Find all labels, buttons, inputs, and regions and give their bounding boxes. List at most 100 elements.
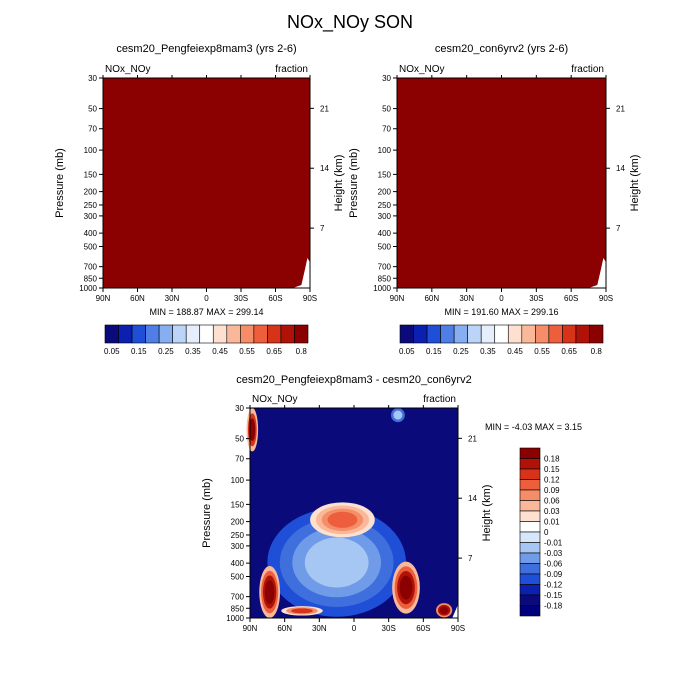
min-max-text: MIN = -4.03 MAX = 3.15 [485, 422, 582, 432]
x-tick-label: 90S [599, 294, 613, 303]
colorbar-box [145, 324, 160, 344]
colorbar-box [494, 324, 509, 344]
colorbar-label: -0.03 [544, 549, 563, 558]
colorbar-box [575, 324, 590, 344]
colorbar-box [519, 563, 541, 575]
y-tick-label: 850 [84, 274, 98, 283]
colorbar-box [519, 510, 541, 522]
height-tick-label: 7 [320, 224, 325, 233]
units-label: fraction [423, 394, 456, 405]
colorbar-box [426, 324, 441, 344]
colorbar-box [172, 324, 187, 344]
x-tick-label: 90N [243, 624, 258, 633]
y-tick-label: 500 [231, 572, 245, 581]
y-tick-label: 400 [84, 229, 98, 238]
colorbar-box [519, 573, 541, 585]
y-tick-label: 100 [231, 476, 245, 485]
x-tick-label: 60N [424, 294, 439, 303]
x-tick-label: 60S [564, 294, 578, 303]
right-axis-label: Height (km) [629, 155, 641, 212]
x-tick-label: 30N [459, 294, 474, 303]
y-tick-label: 100 [84, 146, 98, 155]
colorbar-label: 0.55 [534, 347, 550, 356]
colorbar-label: 0.55 [239, 347, 255, 356]
colorbar-box [519, 489, 541, 501]
colorbar-box [240, 324, 255, 344]
field-fill [103, 78, 310, 288]
y-tick-label: 1000 [373, 284, 391, 293]
weak-negative-region [304, 537, 369, 588]
colorbar-label: -0.15 [544, 591, 563, 600]
right-axis-label: Height (km) [481, 485, 493, 542]
x-tick-label: 60N [130, 294, 145, 303]
colorbar-box [480, 324, 496, 344]
height-tick-label: 21 [616, 104, 625, 113]
y-tick-label: 850 [231, 604, 245, 613]
x-tick-label: 90S [303, 294, 317, 303]
colorbar-label: -0.09 [544, 570, 563, 579]
y-axis-label: Pressure (mb) [201, 478, 213, 548]
colorbar-box [118, 324, 133, 344]
x-tick-label: 30S [529, 294, 543, 303]
colorbar-label: -0.06 [544, 560, 563, 569]
colorbar-box [158, 324, 173, 344]
y-tick-label: 400 [378, 229, 392, 238]
y-tick-label: 200 [378, 188, 392, 197]
colorbar-box [267, 324, 282, 344]
colorbar-box [519, 468, 541, 480]
colorbar-box [519, 531, 541, 543]
colorbar-box [519, 447, 541, 459]
y-tick-label: 50 [88, 105, 97, 114]
y-tick-label: 500 [84, 242, 98, 251]
colorbar-box [519, 584, 541, 596]
units-label: fraction [275, 64, 308, 75]
y-tick-label: 100 [378, 146, 392, 155]
y-tick-label: 700 [378, 263, 392, 272]
colorbar-label: 0.03 [544, 507, 560, 516]
colorbar-label: 0.8 [296, 347, 308, 356]
height-tick-label: 21 [468, 434, 477, 443]
colorbar-box [185, 324, 201, 344]
y-tick-label: 70 [88, 125, 97, 134]
colorbar-box [104, 324, 119, 344]
y-tick-label: 1000 [79, 284, 97, 293]
colorbar-label: -0.18 [544, 602, 563, 611]
panel-control-right: 90N 60N 30N 0 30S 60S 90S 30 50 70 100 150 200 250 300… [348, 43, 641, 356]
colorbar-box [131, 324, 146, 344]
colorbar-box [519, 542, 541, 554]
colorbar-label: 0.15 [426, 347, 442, 356]
x-tick-label: 0 [499, 294, 504, 303]
y-tick-label: 200 [231, 518, 245, 527]
y-tick-label: 500 [378, 242, 392, 251]
y-tick-label: 1000 [226, 614, 244, 623]
units-label: fraction [571, 64, 604, 75]
x-tick-label: 90N [390, 294, 405, 303]
colorbar-box [562, 324, 577, 344]
x-tick-label: 30N [165, 294, 180, 303]
colorbar-label: 0.25 [453, 347, 469, 356]
missing-data-region [588, 258, 606, 288]
y-tick-label: 70 [382, 125, 391, 134]
colorbar-box [226, 324, 241, 344]
missing-data-region [452, 604, 458, 618]
y-tick-label: 150 [84, 170, 98, 179]
y-tick-label: 30 [382, 74, 391, 83]
panel-title: cesm20_con6yrv2 (yrs 2-6) [435, 43, 568, 55]
panel-title: cesm20_Pengfeiexp8mam3 (yrs 2-6) [116, 43, 296, 55]
y-tick-label: 250 [84, 201, 98, 210]
y-tick-label: 300 [378, 212, 392, 221]
y-tick-label: 700 [231, 593, 245, 602]
colorbar-box [212, 324, 228, 344]
colorbar-label: 0.12 [544, 476, 560, 485]
colorbar-label: 0.65 [266, 347, 282, 356]
y-tick-label: 150 [378, 170, 392, 179]
x-tick-label: 60S [416, 624, 430, 633]
colorbar-label: 0.01 [544, 518, 560, 527]
field-fill [397, 78, 606, 288]
x-tick-label: 60S [268, 294, 282, 303]
positive-anomaly-southern-midlatitudes [399, 575, 413, 600]
min-max-text: MIN = 188.87 MAX = 299.14 [149, 307, 263, 317]
x-tick-label: 90N [96, 294, 111, 303]
y-tick-label: 250 [378, 201, 392, 210]
